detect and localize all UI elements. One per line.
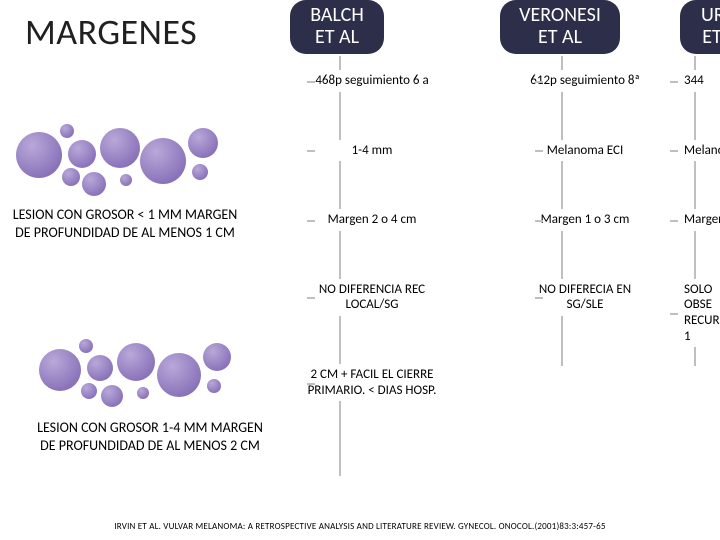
bubble-cluster-2: LESION CON GROSOR 1-4 MM MARGEN DE PROFU… [35,335,265,454]
cell-c1-r3: Margen 2 o 4 cm [302,209,442,231]
cell-text: Melano [684,143,720,158]
cluster-1-text: LESION CON GROSOR < 1 MM MARGEN DE PROFU… [10,206,240,241]
cell-text: NO DIFERECIA EN SG/SLE [539,282,631,313]
cell-c2-r2: Melanoma ECI [520,140,650,162]
cell-text: 612p seguimiento 8ª [530,73,639,88]
cell-c1-r5: 2 CM + FACIL EL CIERRE PRIMARIO. < DIAS … [302,364,442,401]
cell-c2-r1: 612p seguimiento 8ª [520,70,650,92]
bubble-decoration [10,122,240,202]
cell-text: SOLO OBSE RECURRE 1 [684,282,720,344]
cell-c2-r4: NO DIFERECIA EN SG/SLE [520,279,650,316]
column-line [339,56,341,476]
cell-c1-r1: 468p seguimiento 6 a [302,70,442,92]
cell-c1-r2: 1-4 mm [302,140,442,162]
cell-text: Margen 1 o 3 cm [541,212,630,227]
cell-c3-r1: 344 [675,70,720,92]
column-uris: 344 Melano Margen 1 SOLO OBSE RECURRE 1 [675,56,720,395]
cluster-2-text: LESION CON GROSOR 1-4 MM MARGEN DE PROFU… [35,419,265,454]
cell-text: 1-4 mm [352,143,393,158]
cell-text: NO DIFERENCIA REC LOCAL/SG [319,282,425,313]
cell-text: 344 [684,73,704,88]
cell-text: Margen 2 o 4 cm [328,212,417,227]
cell-text: Margen 1 [684,212,720,227]
column-veronesi: 612p seguimiento 8ª Melanoma ECI Margen … [500,56,660,364]
page-title: MARGENES [25,10,197,54]
column-header-veronesi: VERONESI ET AL [500,0,620,54]
citation-text: IRVIN ET AL. VULVAR MELANOMA: A RETROSPE… [0,521,720,532]
cell-c3-r2: Melano [675,140,720,162]
cell-text: Melanoma ECI [547,143,623,158]
cell-c1-r4: NO DIFERENCIA REC LOCAL/SG [302,279,442,316]
cell-c3-r4: SOLO OBSE RECURRE 1 [675,279,720,347]
cell-c2-r3: Margen 1 o 3 cm [520,209,650,231]
bubble-decoration [35,335,265,415]
cell-text: 2 CM + FACIL EL CIERRE PRIMARIO. < DIAS … [308,367,437,398]
column-header-balch: BALCH ET AL [290,0,384,54]
column-balch: 468p seguimiento 6 a 1-4 mm Margen 2 o 4… [290,56,460,449]
bubble-cluster-1: LESION CON GROSOR < 1 MM MARGEN DE PROFU… [10,122,240,241]
cell-c3-r3: Margen 1 [675,209,720,231]
cell-text: 468p seguimiento 6 a [315,73,428,88]
column-header-uris: URIS ET A [680,0,720,54]
